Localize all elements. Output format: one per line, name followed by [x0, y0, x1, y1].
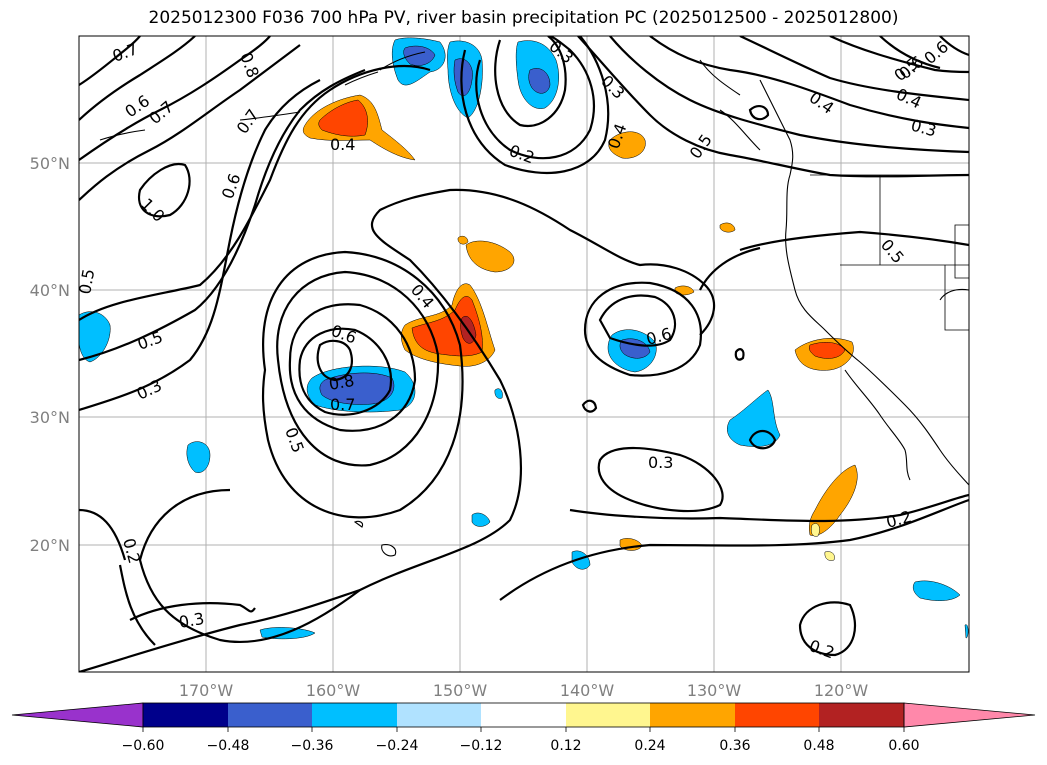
map-frame	[78, 35, 970, 673]
colorbar-bin	[228, 703, 312, 727]
pv-contours	[79, 36, 969, 672]
contour-label: 0.5	[75, 267, 98, 295]
lon-label: 170°W	[179, 681, 234, 700]
colorbar-tick-label: 0.12	[550, 738, 581, 754]
lon-label: 150°W	[433, 681, 488, 700]
colorbar-tick-label: 0.24	[634, 738, 665, 754]
colorbar-extend-low	[11, 702, 144, 728]
borders	[810, 174, 969, 331]
contour-label: 0.8	[327, 371, 355, 394]
lat-label: 40°N	[30, 281, 70, 300]
lat-label: 20°N	[30, 536, 70, 555]
colorbar-bin	[819, 703, 904, 727]
lon-label: 160°W	[306, 681, 361, 700]
colorbar-bin	[566, 703, 650, 727]
map-title: 2025012300 F036 700 hPa PV, river basin …	[148, 8, 899, 28]
colorbar-tick-label: −0.48	[207, 738, 250, 754]
contour-label: 0.7	[330, 395, 355, 414]
colorbar-bin	[481, 703, 566, 727]
lon-label: 140°W	[560, 681, 615, 700]
contour-label: 0.3	[648, 453, 673, 472]
colorbar-tick-label: 0.36	[719, 738, 750, 754]
lon-label: 130°W	[687, 681, 742, 700]
precip-shading	[79, 37, 969, 640]
colorbar-bin	[397, 703, 481, 727]
colorbar-bin	[650, 703, 735, 727]
colorbar-bin	[143, 703, 228, 727]
colorbar-bin	[735, 703, 819, 727]
contour-label: 0.4	[330, 135, 355, 154]
contour-label: 0.3	[177, 609, 205, 632]
colorbar-tick-label: −0.24	[376, 738, 419, 754]
lon-label: 120°W	[814, 681, 869, 700]
lat-label: 30°N	[30, 408, 70, 427]
colorbar: −0.60 −0.48 −0.36 −0.24 −0.12 0.12 0.24 …	[11, 702, 1036, 754]
colorbar-tick-label: 0.48	[803, 738, 834, 754]
coastlines	[99, 51, 969, 557]
colorbar-extend-high	[903, 702, 1036, 728]
lat-label: 50°N	[30, 154, 70, 173]
colorbar-tick-label: 0.60	[888, 738, 919, 754]
colorbar-tick-label: −0.36	[291, 738, 334, 754]
colorbar-bin	[312, 703, 397, 727]
colorbar-tick-label: −0.60	[122, 738, 165, 754]
colorbar-tick-label: −0.12	[460, 738, 503, 754]
